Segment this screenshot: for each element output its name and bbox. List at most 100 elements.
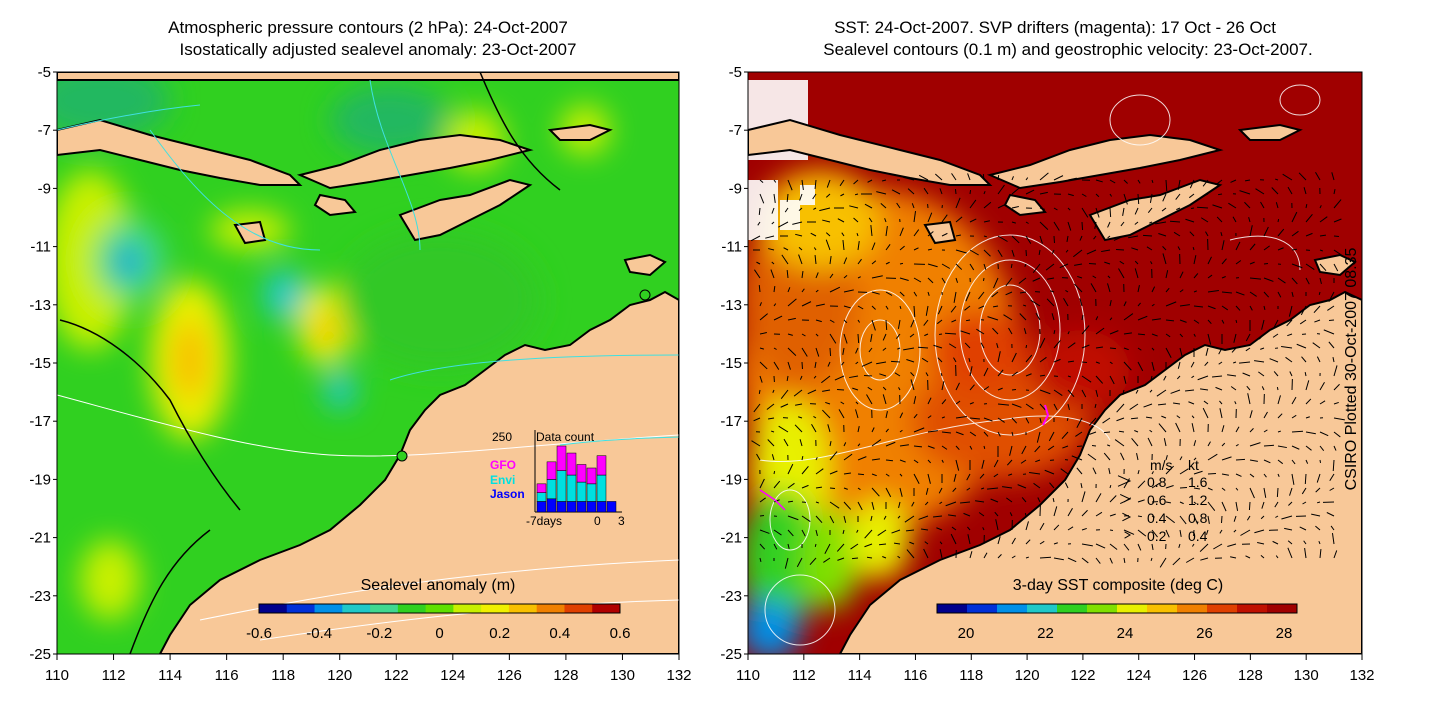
velocity-arrow	[955, 415, 967, 419]
velocity-arrow	[842, 529, 845, 535]
velocity-arrow	[1142, 234, 1153, 237]
velocity-arrow	[1281, 345, 1293, 349]
velocity-arrow	[1081, 543, 1093, 547]
velocity-arrow	[1109, 529, 1114, 532]
velocity-arrow	[987, 316, 999, 321]
inset-bar-envi	[566, 474, 577, 502]
velocity-legend-rows: 0.8 1.6 0.6 1.2 0.4 0.8 0.2 0.4	[1117, 474, 1208, 544]
velocity-arrow	[1319, 205, 1322, 209]
velocity-arrow	[813, 415, 817, 419]
velocity-arrow	[1316, 356, 1321, 363]
velocity-arrow	[1010, 263, 1013, 269]
velocity-arrow	[1150, 557, 1153, 562]
velocity-arrow	[911, 203, 915, 209]
velocity-arrow	[1025, 189, 1035, 195]
velocity-arrow	[1261, 319, 1265, 330]
velocity-arrow	[871, 487, 880, 497]
velocity-legend-arrow	[1119, 493, 1132, 505]
velocity-arrow	[759, 302, 762, 307]
velocity-arrow	[871, 501, 875, 510]
velocity-legend-ms: 0.2	[1147, 528, 1167, 544]
velocity-arrow	[753, 269, 761, 279]
velocity-arrow	[1095, 327, 1105, 335]
velocity-arrow	[773, 347, 777, 350]
velocity-arrow	[1203, 193, 1209, 197]
velocity-arrow	[1333, 365, 1338, 377]
velocity-arrow	[871, 427, 875, 433]
velocity-arrow	[1170, 389, 1181, 394]
velocity-arrow	[1095, 389, 1099, 397]
velocity-arrow	[1207, 305, 1216, 310]
velocity-arrow	[1263, 473, 1267, 478]
velocity-arrow	[1175, 193, 1181, 200]
velocity-arrow	[882, 556, 887, 559]
velocity-arrow	[936, 319, 943, 325]
velocity-arrow	[864, 203, 873, 209]
velocity-arrow	[1143, 403, 1153, 408]
velocity-arrow	[1025, 417, 1030, 424]
velocity-arrow	[964, 342, 971, 349]
velocity-arrow	[1305, 263, 1315, 271]
colorbar-tick-label: 0.6	[610, 625, 631, 642]
velocity-arrow	[1277, 430, 1282, 433]
lon-tick-label: 116	[215, 667, 239, 684]
velocity-arrow	[1011, 235, 1020, 244]
velocity-arrow	[1235, 241, 1241, 251]
velocity-arrow	[829, 333, 837, 344]
velocity-arrow	[955, 277, 959, 283]
velocity-arrow	[1221, 487, 1226, 491]
velocity-arrow	[1067, 526, 1074, 531]
lat-tick-label: -25	[720, 646, 742, 663]
velocity-arrow	[787, 298, 797, 307]
velocity-arrow	[1300, 305, 1307, 316]
velocity-legend-kt: 0.4	[1188, 528, 1208, 544]
velocity-arrow	[1018, 277, 1027, 284]
velocity-arrow	[1319, 234, 1327, 237]
velocity-arrow	[881, 179, 887, 182]
velocity-arrow	[899, 487, 903, 497]
velocity-arrow	[829, 515, 835, 524]
velocity-arrow	[753, 403, 761, 413]
velocity-arrow	[1177, 179, 1181, 190]
right-title-line2: Sealevel contours (0.1 m) and geostrophi…	[823, 40, 1313, 59]
velocity-arrow	[1249, 473, 1255, 478]
velocity-arrow	[1277, 247, 1284, 251]
velocity-arrow	[1184, 389, 1195, 392]
velocity-arrow	[941, 381, 945, 391]
velocity-arrow	[825, 401, 831, 405]
velocity-arrow	[870, 225, 873, 237]
colorbar-tick-label: 0.2	[489, 625, 510, 642]
velocity-arrow	[969, 551, 973, 559]
velocity-arrow	[815, 468, 824, 475]
velocity-arrow	[840, 401, 845, 405]
velocity-arrow	[1272, 540, 1279, 545]
velocity-arrow	[871, 260, 877, 265]
velocity-arrow	[855, 401, 859, 405]
lon-tick-label: 122	[1070, 667, 1095, 684]
velocity-arrow	[1081, 193, 1087, 197]
velocity-arrow	[1287, 540, 1293, 545]
velocity-arrow	[1025, 539, 1031, 545]
velocity-arrow	[1233, 361, 1237, 364]
velocity-arrow	[927, 291, 930, 296]
velocity-arrow	[857, 473, 865, 476]
lon-tick-label: 128	[553, 667, 578, 684]
velocity-arrow	[1326, 512, 1335, 517]
velocity-arrow	[855, 347, 859, 354]
velocity-arrow	[913, 396, 917, 405]
velocity-arrow	[1163, 438, 1167, 447]
velocity-arrow	[857, 333, 860, 344]
velocity-arrow	[969, 431, 977, 437]
velocity-arrow	[1179, 333, 1184, 338]
velocity-arrow	[976, 328, 985, 335]
velocity-arrow	[1137, 499, 1145, 503]
colorbar-swatch	[508, 604, 538, 613]
velocity-arrow	[1263, 245, 1270, 251]
velocity-arrow	[891, 189, 901, 195]
velocity-arrow	[1157, 403, 1167, 406]
velocity-arrow	[1218, 361, 1223, 365]
velocity-arrow	[759, 514, 765, 517]
inset-bar-jason	[586, 501, 597, 513]
velocity-arrow	[871, 458, 880, 461]
velocity-arrow	[1304, 473, 1307, 485]
